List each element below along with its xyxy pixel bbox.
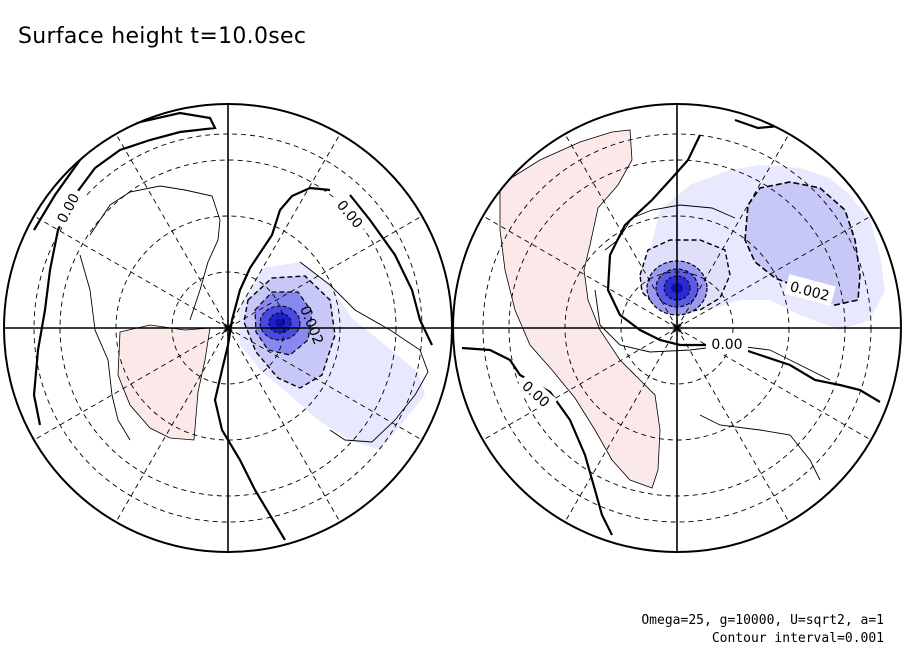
right-zero-contour <box>606 134 881 403</box>
plot-title: Surface height t=10.0sec <box>18 24 307 49</box>
left-pole-marker <box>220 320 236 336</box>
left-hemisphere: 0.00 0.00 0.002 <box>3 103 453 553</box>
model-parameters: Omega=25, g=10000, U=sqrt2, a=1 <box>641 613 884 628</box>
right-pole-marker <box>669 320 685 336</box>
left-positive-region <box>117 324 211 441</box>
contour-interval: Contour interval=0.001 <box>711 631 884 646</box>
left-meridians <box>33 133 423 523</box>
right-positive-region <box>499 129 661 489</box>
right-contour-label-b: 0.00 <box>711 337 742 353</box>
right-hemisphere: 0.002 0.00 0.00 <box>452 103 902 553</box>
